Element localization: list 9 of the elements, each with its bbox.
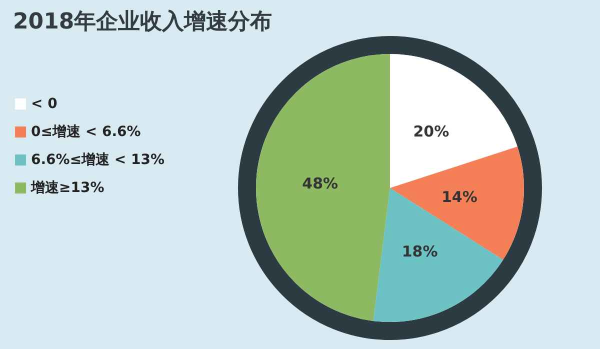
legend-label: 6.6%≤增速 < 13% [31,152,165,168]
legend-label: 增速≥13% [30,180,104,196]
legend-label: 0≤增速 < 6.6% [31,124,141,140]
legend-label: < 0 [31,96,58,112]
chart-title: 2018年企业收入增速分布 [13,10,272,34]
data-label: 20% [413,122,450,140]
data-label: 18% [402,242,438,260]
data-label: 48% [302,174,338,193]
data-label: 14% [441,188,478,206]
